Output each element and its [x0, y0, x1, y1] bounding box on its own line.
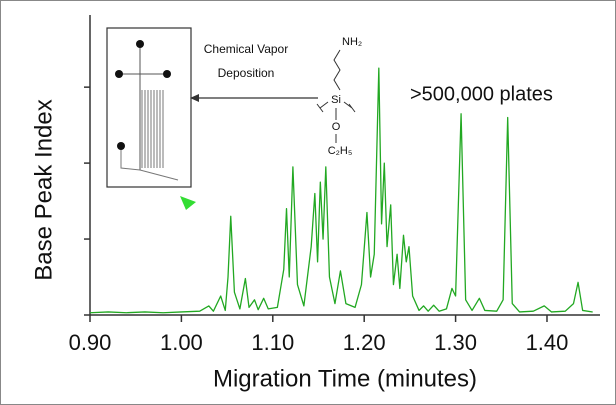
y-axis-label: Base Peak Index [30, 99, 57, 280]
chip-box [106, 27, 192, 188]
x-tick-label: 1.40 [526, 330, 569, 355]
structure-label: Si [331, 94, 341, 106]
caption: Chemical Vapor [204, 42, 288, 56]
inset: Chemical Vapor Deposition NH₂ Si O C₂H₅ [106, 27, 362, 210]
trace [89, 67, 593, 314]
chip-reservoir [115, 70, 123, 78]
bond [333, 49, 341, 91]
chip-reservoir [117, 142, 125, 150]
x-tick-label: 1.10 [251, 330, 294, 355]
bond [316, 101, 356, 120]
structure-label: NH₂ [342, 36, 362, 48]
annotation: >500,000 plates [410, 83, 553, 105]
arrowhead [190, 94, 199, 102]
x-tick-label: 1.30 [434, 330, 477, 355]
chip-reservoir [163, 70, 171, 78]
x-tick-label: 1.20 [343, 330, 386, 355]
emitter-spray [180, 196, 196, 210]
x-tick-label: 0.90 [69, 330, 112, 355]
structure-label: O [332, 121, 341, 133]
caption: Deposition [218, 66, 275, 80]
chip-reservoir [136, 40, 144, 48]
structure-label: C₂H₅ [328, 145, 353, 157]
chip-serpentine [120, 90, 179, 181]
x-tick-label: 1.00 [160, 330, 203, 355]
x-axis-label: Migration Time (minutes) [213, 365, 477, 392]
